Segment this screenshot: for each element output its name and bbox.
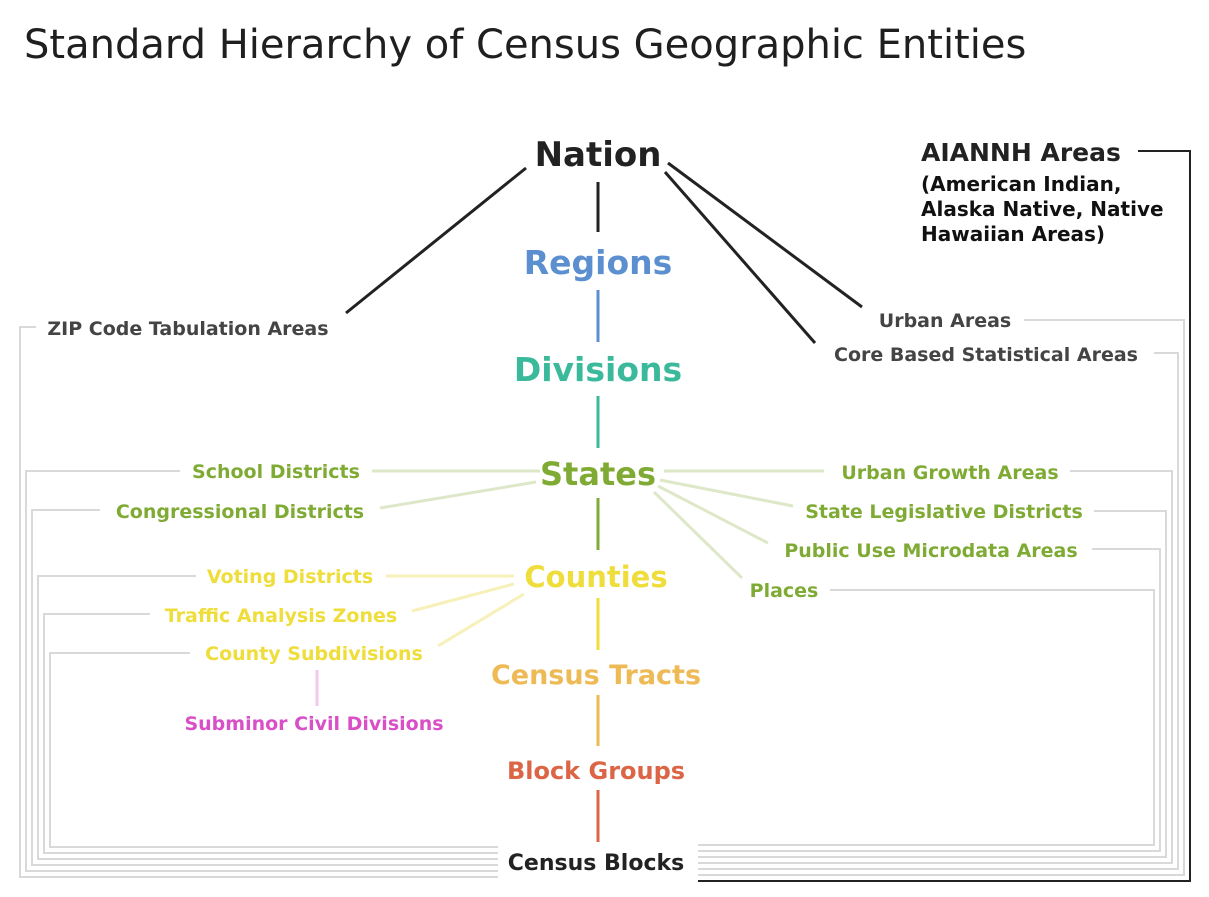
line-nation-urban-areas <box>667 161 863 309</box>
bracket-sld <box>698 510 1167 858</box>
node-traffic-analysis-zones: Traffic Analysis Zones <box>165 605 397 627</box>
node-voting-districts: Voting Districts <box>207 566 373 588</box>
bracket-voting <box>37 575 498 860</box>
bracket-urban-areas <box>698 319 1185 876</box>
bracket-puma <box>698 548 1161 852</box>
bracket-uga <box>698 470 1173 864</box>
line-counties-cousub <box>437 592 525 648</box>
node-regions: Regions <box>524 243 673 282</box>
node-congressional-districts: Congressional Districts <box>116 501 364 523</box>
node-aiannh-sub-1: (American Indian, <box>921 172 1121 196</box>
page-title: Standard Hierarchy of Census Geographic … <box>24 22 1027 68</box>
node-urban-growth-areas: Urban Growth Areas <box>841 462 1058 484</box>
bracket-cbsa <box>698 352 1179 870</box>
node-urban-areas: Urban Areas <box>879 310 1011 332</box>
line-states-places <box>652 490 744 580</box>
bracket-zcta <box>19 326 498 878</box>
bracket-taz <box>43 613 498 854</box>
node-zcta: ZIP Code Tabulation Areas <box>47 318 328 340</box>
node-county-subdivisions: County Subdivisions <box>205 643 423 665</box>
line-states-sld <box>659 478 794 508</box>
bracket-cousub <box>49 652 498 848</box>
node-census-tracts: Census Tracts <box>491 660 701 691</box>
node-subminor-civil-divisions: Subminor Civil Divisions <box>184 713 443 735</box>
node-divisions: Divisions <box>514 350 682 389</box>
bracket-congressional <box>31 509 498 866</box>
node-counties: Counties <box>524 560 667 594</box>
node-aiannh-sub-2: Alaska Native, Native <box>921 197 1164 221</box>
node-aiannh-title: AIANNH Areas <box>921 138 1121 167</box>
line-nation-aiannh-blocks <box>698 150 1191 882</box>
node-aiannh-sub-3: Hawaiian Areas) <box>921 222 1105 246</box>
bracket-places <box>698 589 1155 846</box>
node-places: Places <box>750 580 819 602</box>
node-school-districts: School Districts <box>192 461 360 483</box>
line-nation-cbsa <box>663 171 817 344</box>
line-nation-zcta <box>345 166 527 315</box>
node-state-legislative-districts: State Legislative Districts <box>805 501 1083 523</box>
line-states-puma <box>657 484 769 545</box>
line-counties-taz <box>411 582 515 613</box>
node-block-groups: Block Groups <box>507 757 685 785</box>
line-states-congressional <box>379 480 537 510</box>
node-cbsa: Core Based Statistical Areas <box>834 344 1138 366</box>
node-puma: Public Use Microdata Areas <box>784 540 1077 562</box>
node-nation: Nation <box>535 135 662 175</box>
bracket-school <box>25 470 498 872</box>
node-states: States <box>540 455 656 493</box>
node-census-blocks: Census Blocks <box>508 851 684 876</box>
